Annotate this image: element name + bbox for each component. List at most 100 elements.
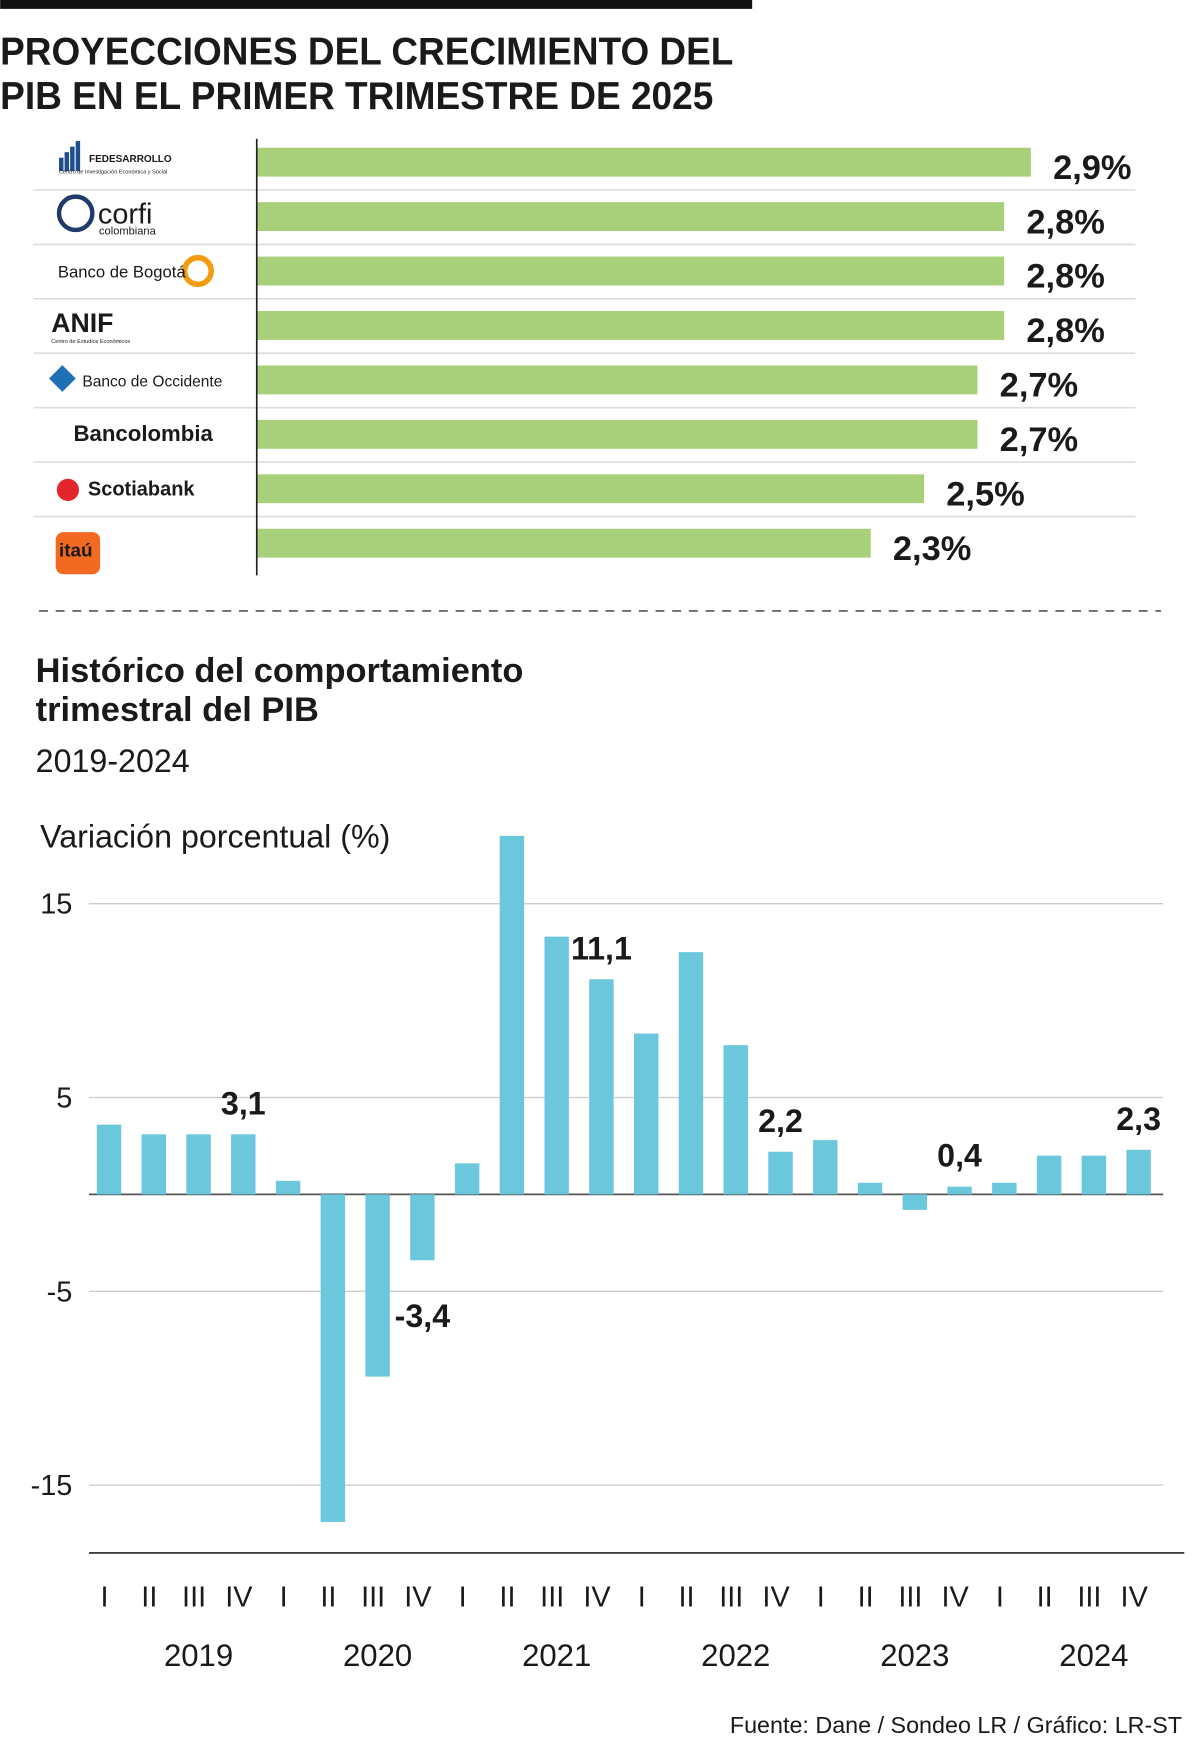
category-logo: Banco de Bogotá [58,263,187,282]
bar [499,835,525,1195]
x-tick-label: IV [583,1581,611,1613]
y-tick-label: 15 [40,889,72,921]
x-tick-label: II [499,1581,515,1613]
chart-title: Histórico del comportamiento [36,652,524,690]
bar [544,936,569,1195]
y-tick-label: 5 [56,1082,72,1114]
bar [256,528,871,558]
source: Fuente: Dane / Sondeo LR / Gráfico: LR-S… [730,1712,1182,1738]
bar [1081,1155,1107,1195]
category-logo: ANIF [51,308,113,338]
bar [256,256,1005,286]
x-tick-label: I [459,1581,467,1613]
logo-icon [59,157,64,172]
bar [410,1194,435,1261]
value-label: 3,1 [221,1085,266,1121]
value-label: -3,4 [395,1298,451,1334]
x-tick-label: II [679,1581,695,1613]
bar [902,1194,928,1210]
bar [256,365,978,395]
value-label: 2,5% [946,475,1024,513]
bar [857,1182,883,1195]
bar [275,1180,301,1195]
bar [256,419,978,449]
bar [1036,1155,1062,1195]
x-tick-label: I [280,1581,288,1613]
logo-subtext: Centro de Investigación Económica y Soci… [59,169,167,175]
bar [231,1134,256,1195]
bar [1126,1149,1151,1195]
y-axis-title: Variación porcentual (%) [40,819,390,855]
value-label: 2,8% [1026,258,1104,296]
x-tick-label: I [817,1581,825,1613]
value-label: 2,3 [1116,1101,1161,1137]
year-label: 2024 [1059,1638,1128,1673]
category-logo: itaú [59,541,93,562]
bar [256,311,1005,340]
chart-subtitle: 2019-2024 [36,743,190,779]
value-label: 0,4 [937,1138,982,1174]
top-bar [0,0,753,9]
year-label: 2023 [880,1638,949,1673]
logo-icon [70,146,75,172]
value-label: 2,8% [1026,203,1104,241]
logo-icon [75,141,81,172]
bar [365,1194,390,1377]
bar [320,1194,346,1522]
bar [256,147,1031,177]
x-tick-label: IV [404,1581,432,1613]
category-logo: Bancolombia [73,421,213,446]
bar [256,202,1005,232]
value-label: 2,7% [1000,421,1078,459]
logo-subtext: Centro de Estudios Económicos [51,339,130,345]
bar [256,474,925,504]
bar [141,1134,166,1195]
bar [454,1163,480,1195]
value-label: 11,1 [571,930,632,966]
x-tick-label: III [898,1581,922,1613]
bar [186,1134,211,1195]
x-tick-label: II [320,1581,336,1613]
logo-icon [64,152,70,172]
category-logo: FEDESARROLLO [89,154,172,165]
bar [723,1045,748,1195]
x-tick-label: II [858,1581,874,1613]
bar [947,1186,972,1195]
year-label: 2019 [164,1638,233,1673]
category-logo: Scotiabank [88,478,196,500]
x-tick-label: III [361,1581,385,1613]
logo-icon [56,194,95,233]
x-tick-label: I [996,1581,1004,1613]
category-logo: corfi [98,198,153,230]
x-tick-label: IV [941,1581,969,1613]
value-label: 2,7% [1000,367,1078,405]
value-label: 2,3% [893,530,971,568]
x-tick-label: III [1077,1581,1101,1613]
year-label: 2020 [343,1638,412,1673]
x-tick-label: II [141,1581,157,1613]
value-label: 2,8% [1026,312,1104,350]
bar [96,1124,122,1195]
bar [589,979,614,1195]
chart-title: trimestral del PIB [36,691,319,729]
logo-icon [181,254,214,288]
bar [678,952,704,1195]
x-tick-label: III [182,1581,206,1613]
y-tick-label: -15 [31,1470,73,1502]
chart-title: PROYECCIONES DEL CRECIMIENTO DEL [0,30,733,73]
x-tick-label: III [719,1581,743,1613]
bar [768,1151,793,1195]
chart-title: PIB EN EL PRIMER TRIMESTRE DE 2025 [0,75,713,118]
bar [992,1182,1017,1195]
year-label: 2021 [522,1638,591,1673]
x-tick-label: I [101,1581,109,1613]
x-tick-label: III [540,1581,564,1613]
logo-icon [49,365,76,392]
logo-badge [55,532,101,575]
logo-icon [56,478,80,501]
year-label: 2022 [701,1638,770,1673]
value-label: 2,2 [758,1103,803,1139]
x-tick-label: IV [1121,1581,1149,1613]
